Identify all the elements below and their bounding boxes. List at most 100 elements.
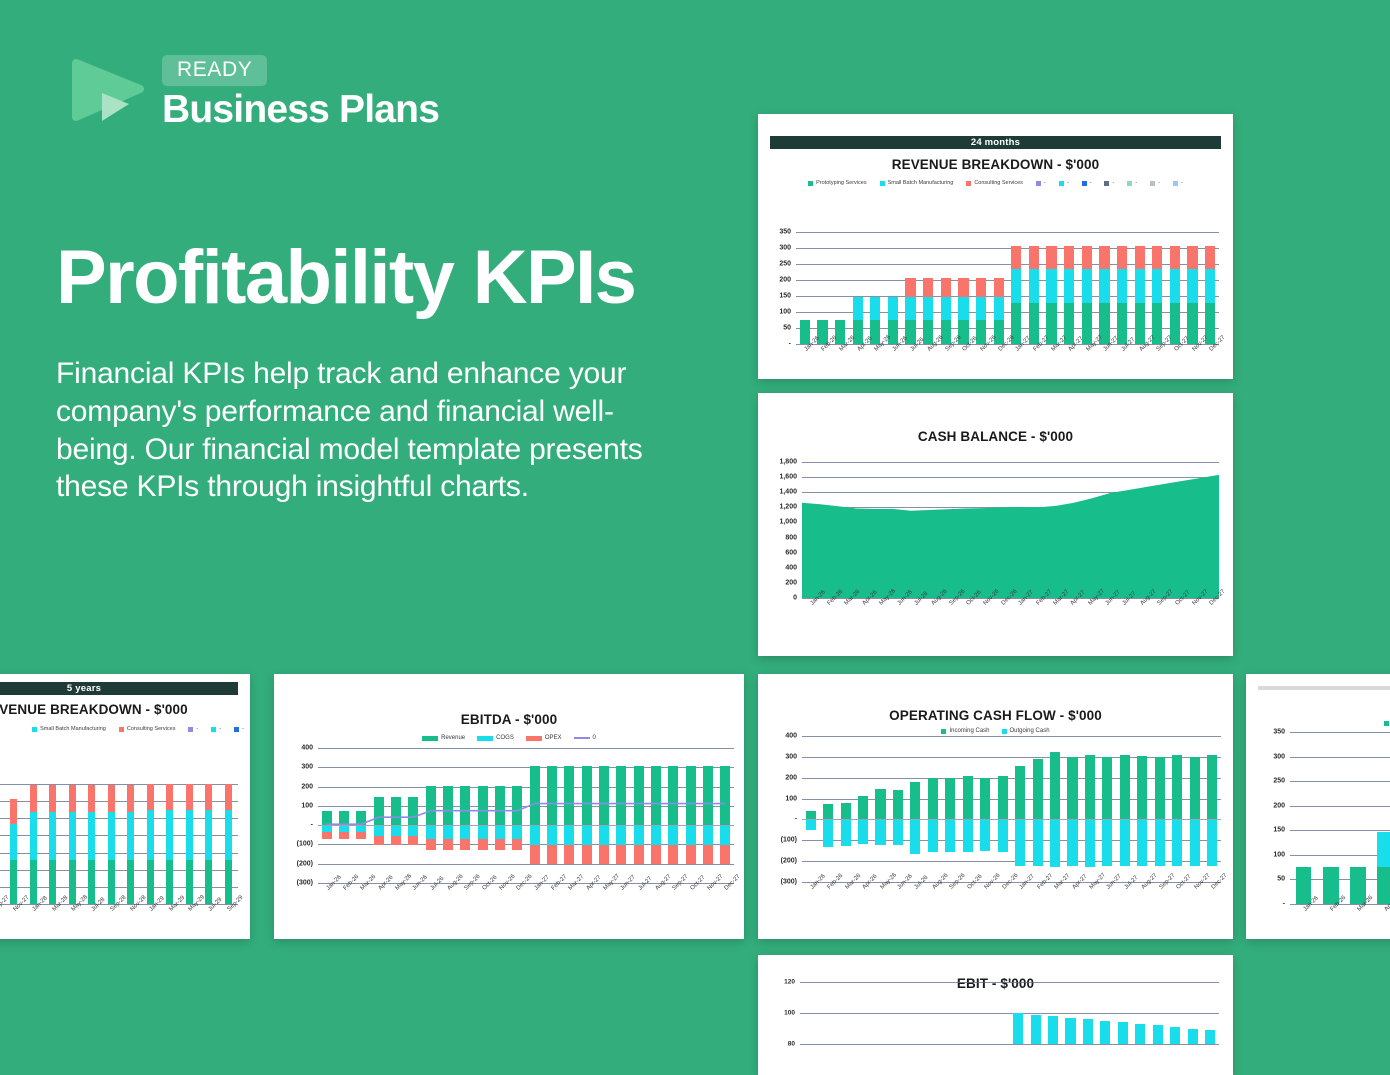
bar-segment[interactable] [29,860,37,904]
bar-group[interactable] [1149,232,1167,344]
bar-group[interactable] [1169,736,1186,882]
bar-segment[interactable] [1116,269,1128,304]
bar-segment[interactable] [166,784,174,810]
bar-group[interactable] [595,748,612,883]
bar-segment[interactable] [356,832,367,839]
bar-segment[interactable] [910,782,921,820]
bar-segment[interactable] [408,796,419,826]
bar-segment[interactable] [940,297,951,320]
bar-segment[interactable] [529,825,540,846]
legend-item[interactable]: 0 [573,735,596,741]
bar-group[interactable] [992,982,1009,1044]
bar-segment[interactable] [805,810,816,820]
bar-segment[interactable] [720,766,731,826]
bar-segment[interactable] [477,825,488,840]
bar-segment[interactable] [166,809,174,861]
bar-group[interactable] [1372,732,1390,904]
bar-group[interactable] [802,736,819,882]
bar-group[interactable] [796,232,814,344]
bar-segment[interactable] [146,860,154,904]
bar-segment[interactable] [702,845,713,865]
bar-group[interactable] [1116,736,1133,882]
bar-segment[interactable] [927,777,938,820]
legend-item-blank[interactable]: - [1104,180,1114,186]
bar-group[interactable] [1025,232,1043,344]
bar-segment[interactable] [494,785,505,826]
bar-group[interactable] [387,748,404,883]
bar-segment[interactable] [633,766,644,826]
bar-segment[interactable] [1099,269,1110,304]
bar-segment[interactable] [905,297,916,320]
bar-segment[interactable] [205,784,213,810]
bar-segment[interactable] [1102,756,1113,820]
bar-group[interactable] [1011,736,1028,882]
bar-segment[interactable] [546,825,557,846]
bar-group[interactable] [1134,736,1151,882]
bar-segment[interactable] [720,845,731,865]
bar-segment[interactable] [477,839,488,851]
bar-segment[interactable] [185,860,193,904]
bar-group[interactable] [121,784,141,904]
bar-segment[interactable] [29,784,37,813]
bar-segment[interactable] [1169,269,1181,304]
bar-group[interactable] [1062,982,1079,1044]
bar-group[interactable] [318,748,335,883]
bar-group[interactable] [1167,982,1184,1044]
bar-segment[interactable] [146,809,154,861]
bar-group[interactable] [1201,232,1219,344]
bar-segment[interactable] [546,845,557,865]
bar-segment[interactable] [1295,867,1312,904]
bar-group[interactable] [219,784,239,904]
bar-group[interactable] [887,982,904,1044]
bar-segment[interactable] [1205,269,1216,304]
legend-item[interactable]: Prototyping Services [1383,720,1390,726]
bar-group[interactable] [1186,736,1203,882]
bar-segment[interactable] [1015,819,1026,867]
bar-group[interactable] [699,748,716,883]
bar-segment[interactable] [1169,303,1181,344]
bar-segment[interactable] [616,845,627,865]
bar-group[interactable] [1149,982,1166,1044]
bar-segment[interactable] [1064,269,1075,304]
bar-segment[interactable] [1134,303,1145,344]
bar-group[interactable] [1009,982,1026,1044]
bar-group[interactable] [1151,736,1168,882]
bar-segment[interactable] [512,785,523,826]
bar-segment[interactable] [685,825,696,846]
bar-segment[interactable] [425,825,436,840]
bar-segment[interactable] [1099,303,1110,344]
bar-segment[interactable] [529,845,540,865]
bar-segment[interactable] [321,832,332,839]
bar-group[interactable] [852,982,869,1044]
bar-group[interactable] [902,232,920,344]
bar-segment[interactable] [205,809,213,861]
bar-segment[interactable] [564,825,575,846]
bar-segment[interactable] [1046,303,1057,344]
bar-segment[interactable] [1170,1026,1181,1044]
bar-group[interactable] [422,748,439,883]
bar-group[interactable] [937,232,955,344]
bar-group[interactable] [924,736,941,882]
bar-segment[interactable] [1207,754,1218,820]
bar-segment[interactable] [1028,246,1040,270]
bar-segment[interactable] [668,845,679,865]
bar-segment[interactable] [1189,819,1200,867]
bar-segment[interactable] [1050,752,1061,820]
bar-segment[interactable] [1081,303,1092,344]
bar-group[interactable] [43,784,63,904]
bar-group[interactable] [491,748,508,883]
bar-group[interactable] [561,748,578,883]
legend-item[interactable]: OPEX [525,735,562,741]
bar-segment[interactable] [338,825,349,833]
bar-segment[interactable] [633,845,644,865]
bar-segment[interactable] [858,819,869,845]
bar-group[interactable] [959,736,976,882]
bar-segment[interactable] [88,860,96,904]
bar-segment[interactable] [875,819,886,846]
bar-segment[interactable] [1015,765,1026,820]
bar-segment[interactable] [962,776,973,820]
bar-group[interactable] [919,232,937,344]
bar-segment[interactable] [1100,1020,1111,1044]
bar-segment[interactable] [1119,819,1130,866]
legend-item[interactable]: Prototyping Services [808,180,867,186]
